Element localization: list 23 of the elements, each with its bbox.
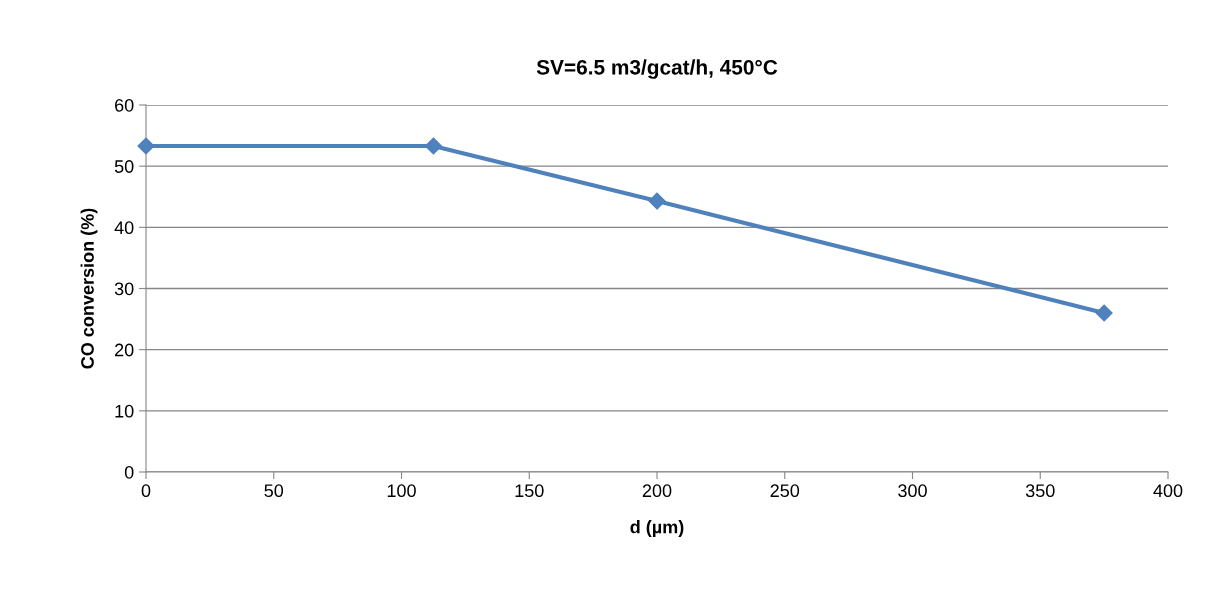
y-tick-label: 50 [114, 160, 134, 173]
y-axis-title: CO conversion (%) [80, 208, 98, 369]
x-tick-label: 200 [642, 484, 672, 498]
point [1095, 304, 1113, 322]
x-axis-title: d (µm) [630, 520, 684, 537]
point [648, 192, 666, 210]
x-tick-label: 100 [387, 484, 416, 498]
y-tick-label: 10 [115, 404, 134, 418]
y-tick-label: 60 [115, 98, 134, 112]
x-tick-label: 350 [1025, 484, 1055, 498]
x-tick-label: 50 [264, 484, 284, 498]
point [137, 137, 155, 155]
x-tick-label: 0 [141, 484, 151, 498]
x-tick-label: 400 [1153, 484, 1183, 498]
y-tick-label: 0 [124, 465, 134, 479]
y-tick-label: 30 [114, 282, 134, 296]
chart-title: SV=6.5 m3/gcat/h, 450°C [536, 59, 778, 79]
y-tick-label: 20 [115, 343, 134, 357]
point [424, 137, 442, 155]
x-tick-label: 300 [898, 484, 927, 498]
x-tick-label: 250 [770, 484, 800, 498]
y-tick-label: 40 [114, 221, 134, 235]
x-tick-label: 150 [515, 484, 544, 498]
